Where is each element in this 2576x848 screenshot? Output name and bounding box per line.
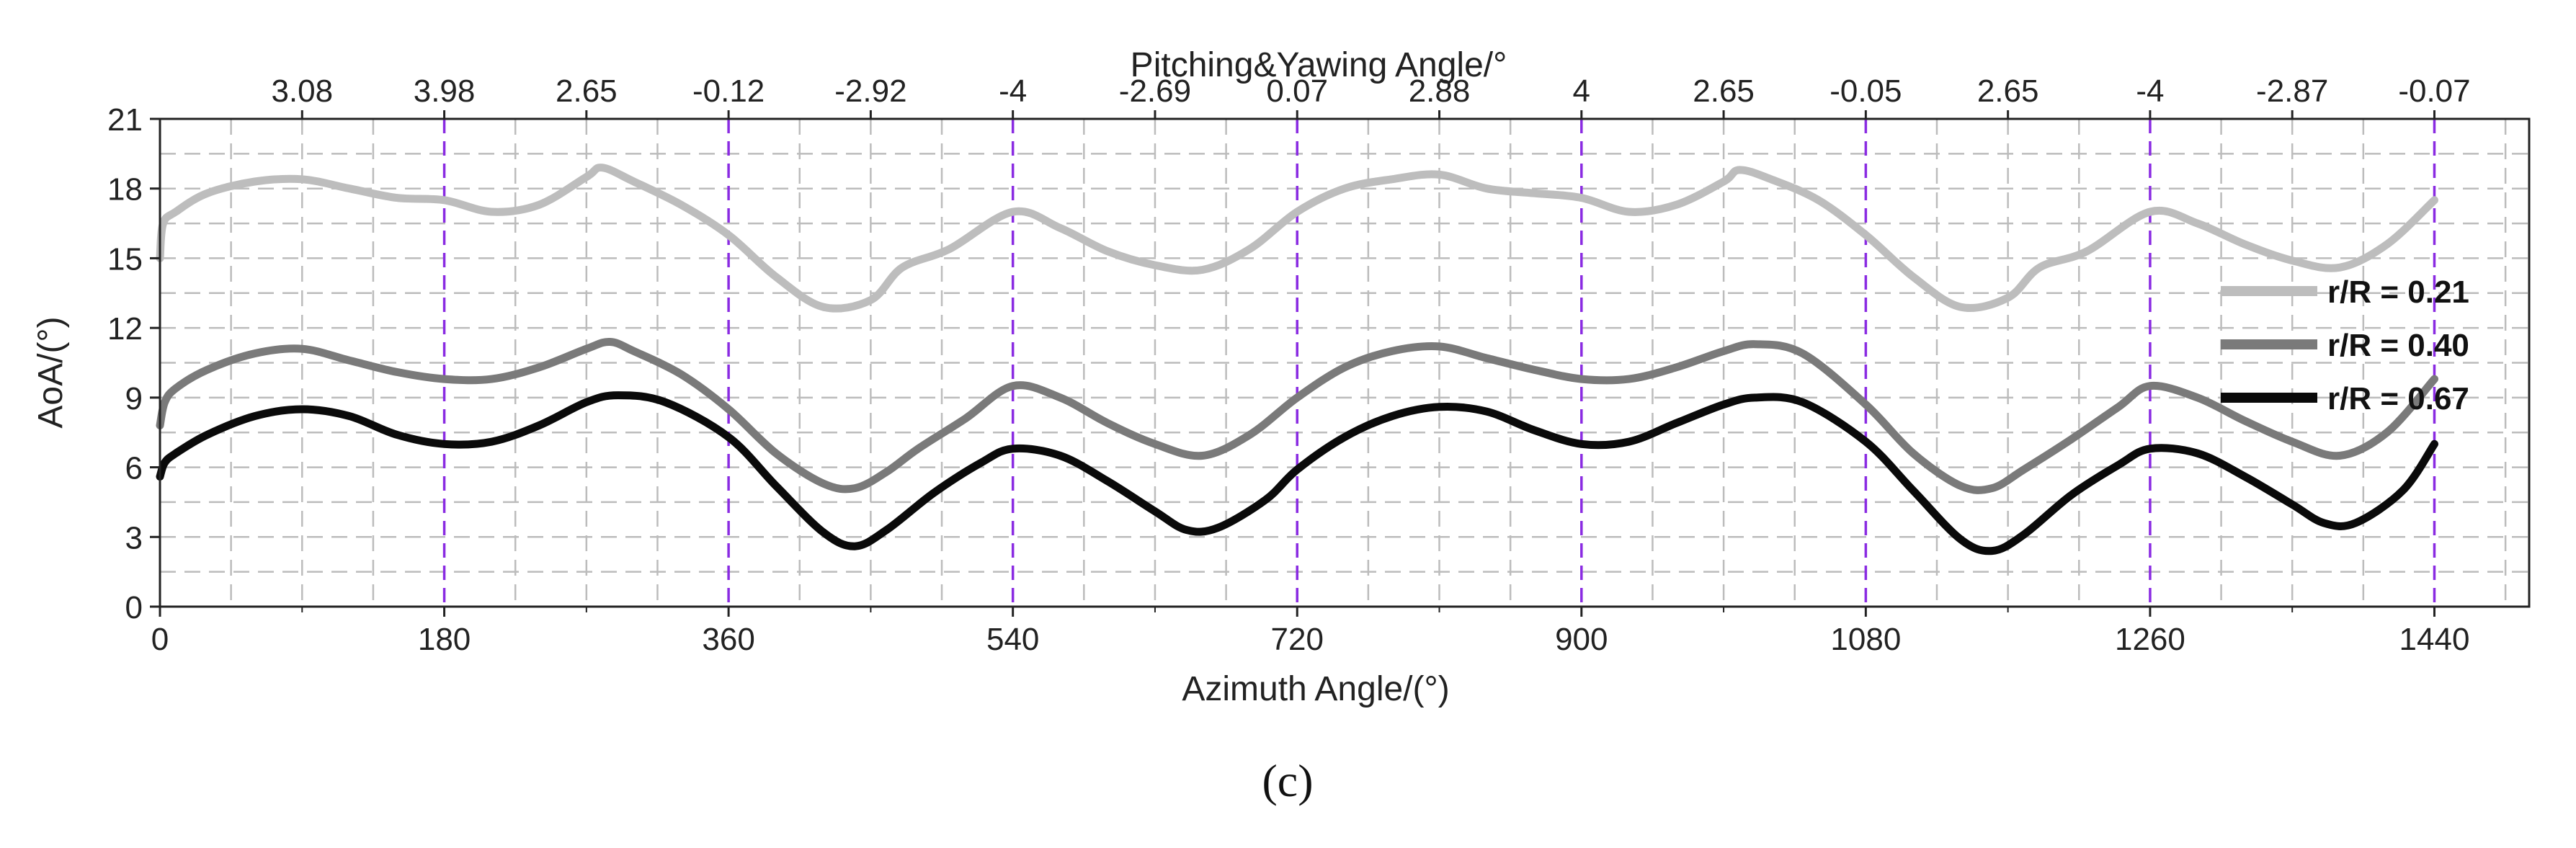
top-tick-label: -0.12 <box>692 73 765 109</box>
y-tick-label: 6 <box>125 451 143 486</box>
top-axis-title: Pitching&Yawing Angle/° <box>1131 46 1507 84</box>
top-axis-ticks: 3.08 3.98 2.65 -0.12 -2.92 -4 -2.69 0.07 2.88 4 2.… <box>271 73 2471 119</box>
series-line-1 <box>156 164 2438 313</box>
top-tick-label: -0.07 <box>2398 73 2470 109</box>
series-line-2 <box>156 337 2438 494</box>
top-tick-label: 0.07 <box>1266 73 1328 109</box>
y-tick-label: 0 <box>125 590 143 625</box>
y-tick-label: 3 <box>125 520 143 555</box>
top-tick-label: 2.65 <box>1977 73 2039 109</box>
x-tick-label: 900 <box>1555 622 1608 657</box>
figure-caption: (c) <box>1262 755 1313 806</box>
top-tick-label: 4 <box>1573 73 1590 109</box>
x-tick-label: 1080 <box>1830 622 1901 657</box>
x-tick-label: 1440 <box>2399 622 2470 657</box>
top-tick-label: 3.98 <box>414 73 476 109</box>
y-tick-label: 18 <box>107 172 143 207</box>
top-tick-label: -4 <box>999 73 1027 109</box>
series-group <box>156 164 2438 555</box>
x-tick-label: 720 <box>1271 622 1324 657</box>
x-tick-label: 180 <box>418 622 471 657</box>
top-tick-label: -2.87 <box>2256 73 2328 109</box>
top-tick-label: 2.88 <box>1409 73 1471 109</box>
x-tick-label: 1260 <box>2115 622 2185 657</box>
top-tick-label: -4 <box>2136 73 2164 109</box>
y-axis-title: AoA/(°) <box>32 316 70 428</box>
legend-label: r/R = 0.67 <box>2327 381 2469 416</box>
x-axis-title: Azimuth Angle/(°) <box>1182 670 1449 708</box>
y-tick-label: 12 <box>107 311 143 347</box>
y-tick-label: 9 <box>125 381 143 416</box>
top-tick-label: -0.05 <box>1830 73 1902 109</box>
top-tick-label: -2.92 <box>834 73 906 109</box>
series-line-3 <box>156 391 2438 555</box>
horizontal-gridlines <box>160 153 2529 573</box>
top-tick-label: 2.65 <box>556 73 618 109</box>
x-tick-label: 360 <box>702 622 754 657</box>
y-tick-label: 21 <box>107 102 143 138</box>
top-tick-label: 2.65 <box>1693 73 1755 109</box>
legend: r/R = 0.21 r/R = 0.40 r/R = 0.67 <box>2221 275 2469 416</box>
y-tick-label: 15 <box>107 241 143 277</box>
legend-label: r/R = 0.40 <box>2327 328 2469 363</box>
x-tick-label: 540 <box>986 622 1039 657</box>
y-axis-ticks: 0 3 6 9 12 15 18 21 <box>107 102 160 625</box>
legend-label: r/R = 0.21 <box>2327 275 2469 310</box>
x-axis-ticks: 0 180 360 540 720 900 1080 1260 1440 <box>151 607 2470 657</box>
vertical-gridlines <box>230 119 2507 607</box>
top-tick-label: 3.08 <box>271 73 333 109</box>
x-tick-label: 0 <box>151 622 169 657</box>
top-tick-label: -2.69 <box>1119 73 1191 109</box>
plot-frame <box>159 117 2531 608</box>
